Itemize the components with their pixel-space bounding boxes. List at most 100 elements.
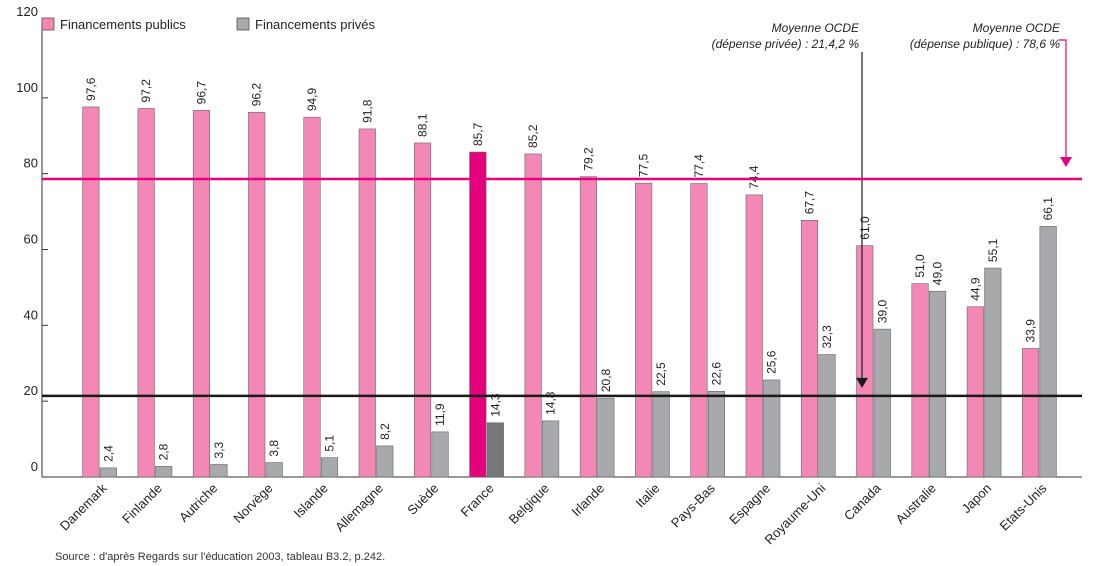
- bar: [99, 467, 117, 478]
- bar: [376, 445, 394, 478]
- value-label: 14,8: [544, 391, 558, 415]
- value-label: 33,9: [1024, 319, 1038, 343]
- value-label: 51,0: [913, 254, 927, 278]
- x-tick-label: Allemagne: [332, 481, 386, 535]
- value-label: 74,4: [747, 165, 761, 189]
- bar: [320, 457, 339, 478]
- bar: [690, 183, 708, 478]
- bar: [155, 466, 173, 478]
- x-tick-label: Belgique: [506, 481, 552, 527]
- value-label: 8,2: [378, 423, 392, 440]
- bar: [469, 151, 487, 478]
- bar: [818, 354, 836, 478]
- value-label: 85,7: [471, 122, 485, 146]
- value-label: 3,8: [267, 440, 281, 457]
- bar: [265, 462, 283, 478]
- bar: [966, 306, 984, 478]
- x-tick-label: Canada: [841, 480, 884, 523]
- value-label: 61,0: [858, 216, 872, 240]
- source: Source : d'après Regards sur l'éducation…: [55, 551, 385, 563]
- bar: [1022, 348, 1040, 478]
- value-label: 25,6: [765, 350, 779, 374]
- bar: [707, 391, 725, 478]
- y-tick-label: 100: [16, 80, 38, 95]
- value-label: 85,2: [526, 124, 540, 148]
- bar: [137, 108, 155, 478]
- y-tick-label: 40: [24, 307, 38, 322]
- value-label: 5,1: [323, 435, 337, 452]
- bar: [800, 220, 819, 478]
- value-label: 88,1: [416, 113, 430, 137]
- annotation-label: (dépense publique) : 78,6 %: [910, 37, 1060, 51]
- bar: [763, 379, 781, 478]
- value-label: 77,5: [637, 153, 651, 177]
- x-tick-label: Pays-Bas: [668, 480, 718, 530]
- x-tick-label: Islande: [291, 481, 331, 521]
- value-label: 39,0: [875, 299, 889, 323]
- value-label: 20,8: [599, 368, 613, 392]
- x-tick-label: France: [457, 481, 496, 520]
- value-label: 97,2: [139, 79, 153, 103]
- x-tick-label: Suède: [404, 481, 441, 518]
- value-label: 66,1: [1041, 197, 1055, 221]
- y-tick-label: 80: [24, 156, 38, 171]
- value-label: 44,9: [968, 277, 982, 301]
- x-tick-label: Japon: [959, 481, 995, 517]
- value-label: 32,3: [820, 325, 834, 349]
- bar: [248, 111, 266, 478]
- bar: [1039, 226, 1057, 478]
- value-label: 96,2: [250, 83, 264, 107]
- bar: [652, 391, 670, 478]
- bar: [82, 106, 100, 478]
- bar: [597, 397, 615, 478]
- bar: [358, 128, 376, 478]
- value-label: 2,8: [157, 443, 171, 460]
- x-tick-label: Irlande: [569, 481, 608, 520]
- annotation-title: Moyenne OCDE: [973, 21, 1061, 35]
- y-tick-label: 20: [24, 383, 38, 398]
- annotation-title: Moyenne OCDE: [772, 21, 860, 35]
- value-label: 91,8: [360, 99, 374, 123]
- bar: [524, 153, 542, 478]
- value-label: 49,0: [931, 262, 945, 286]
- x-tick-label: Danemark: [57, 480, 110, 533]
- bar: [414, 142, 432, 478]
- x-tick-label: Etats-Unis: [996, 480, 1049, 533]
- bar: [984, 267, 1002, 478]
- value-label: 79,2: [581, 147, 595, 171]
- arrow-head: [856, 377, 868, 388]
- annotation-arrow: [1059, 39, 1067, 159]
- value-label: 94,9: [305, 87, 319, 111]
- x-tick-label: Italie: [633, 481, 663, 511]
- x-tick-label: Australie: [893, 481, 939, 527]
- value-label: 97,6: [84, 77, 98, 101]
- value-label: 22,6: [709, 362, 723, 386]
- value-label: 55,1: [986, 238, 1000, 262]
- value-label: 77,4: [692, 154, 706, 178]
- y-tick-label: 0: [31, 459, 38, 474]
- y-tick-label: 60: [24, 232, 38, 247]
- bar: [303, 116, 321, 478]
- value-label: 67,7: [803, 191, 817, 215]
- x-tick-label: Finlande: [119, 481, 165, 527]
- y-tick-label: 120: [16, 4, 38, 19]
- bar: [856, 245, 874, 478]
- bar: [635, 182, 653, 478]
- x-tick-label: Autriche: [176, 481, 220, 525]
- bar: [542, 420, 560, 478]
- legend-swatch: [41, 17, 55, 31]
- value-label: 96,7: [194, 81, 208, 105]
- bar: [192, 110, 210, 478]
- value-label: 2,4: [101, 445, 115, 462]
- value-label: 11,9: [433, 403, 447, 426]
- bar: [873, 328, 891, 478]
- bar: [579, 176, 597, 478]
- bar: [911, 283, 929, 478]
- value-label: 3,3: [212, 441, 226, 458]
- value-label: 22,5: [654, 362, 668, 386]
- arrow-head: [1060, 156, 1072, 167]
- x-tick-label: Norvège: [230, 481, 275, 526]
- annotation-label: (dépense privée) : 21,4,2 %: [712, 37, 860, 51]
